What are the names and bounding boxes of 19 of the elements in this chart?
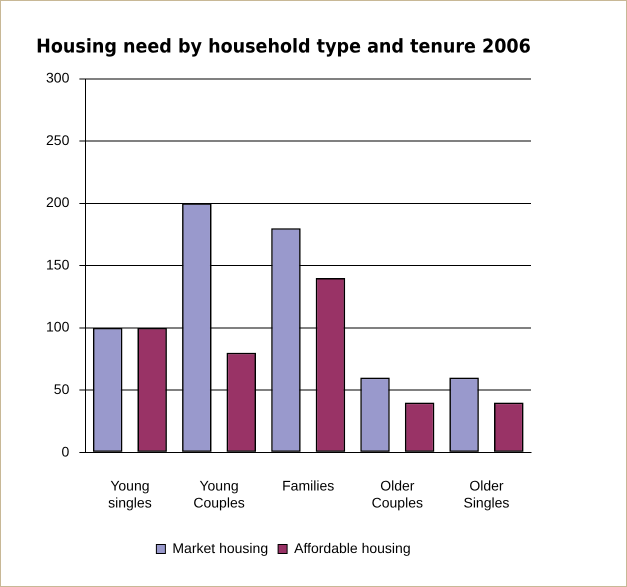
y-tick-label: 250 bbox=[46, 132, 70, 148]
y-tick-label: 150 bbox=[46, 256, 70, 272]
y-tick-label: 50 bbox=[54, 380, 70, 397]
y-tick-label: 300 bbox=[46, 70, 70, 86]
y-tick-label: 100 bbox=[46, 318, 70, 335]
category-label: Singles bbox=[463, 494, 510, 510]
category-label: Older bbox=[469, 478, 504, 494]
category-label: Couples bbox=[372, 494, 423, 510]
y-tick-label: 200 bbox=[46, 194, 70, 210]
category-label: Young bbox=[199, 478, 239, 494]
category-label: Couples bbox=[193, 494, 245, 510]
category-label: Families bbox=[282, 478, 334, 494]
category-label: Young bbox=[110, 478, 150, 494]
chart-title: Housing need by household type and tenure 2006 bbox=[36, 36, 531, 58]
legend-label: Market housing bbox=[172, 540, 268, 556]
y-tick-label: 0 bbox=[62, 443, 70, 460]
category-label: singles bbox=[108, 494, 152, 510]
legend-label: Affordable housing bbox=[294, 540, 411, 556]
category-label: Older bbox=[380, 478, 414, 494]
